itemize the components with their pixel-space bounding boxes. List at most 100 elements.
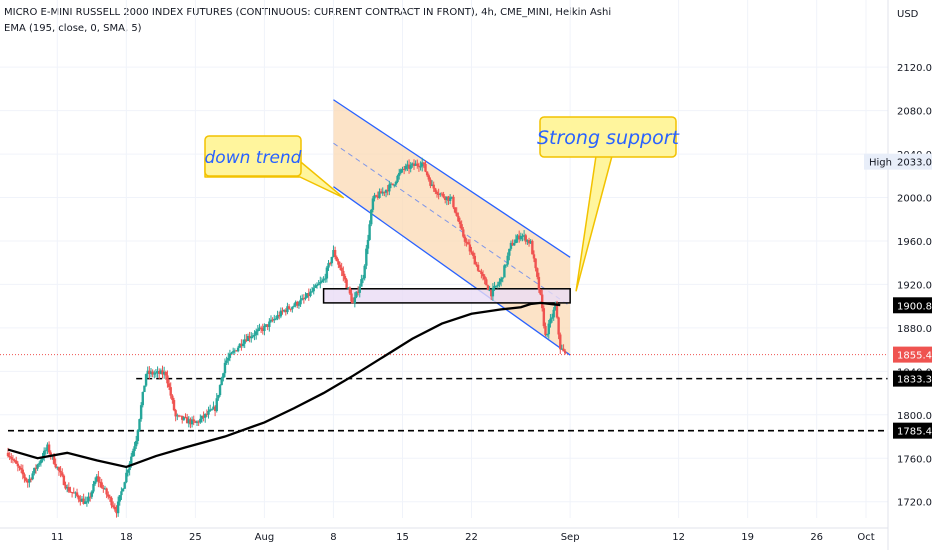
candle-body <box>111 505 115 507</box>
candle-body <box>516 235 519 240</box>
callout-support-text: Strong support <box>537 127 681 149</box>
x-tick-label: Oct <box>857 532 874 543</box>
candle-body <box>545 334 549 336</box>
currency-label: USD <box>897 9 919 20</box>
candle-body <box>483 276 486 280</box>
candle-body <box>480 271 483 274</box>
candle-body <box>542 308 546 327</box>
y-tick-label: 1720.0 <box>897 498 932 509</box>
candle-body <box>62 475 66 485</box>
candle-body <box>389 183 393 185</box>
candle-body <box>18 466 21 468</box>
candle-body <box>136 430 140 441</box>
candle-body <box>330 256 334 264</box>
candle-body <box>213 406 217 412</box>
candle-body <box>351 301 355 304</box>
candle-body <box>268 321 271 327</box>
candles <box>6 157 567 518</box>
candle-body <box>435 191 439 194</box>
candle-body <box>526 240 529 242</box>
candle-body <box>411 163 414 166</box>
candle-body <box>171 395 174 401</box>
candle-body <box>524 235 527 242</box>
candle-body <box>116 501 120 514</box>
candle-body <box>154 372 158 374</box>
price-tag-label: 2033.0 <box>897 158 932 169</box>
candle-body <box>44 450 48 452</box>
ema-line <box>7 301 561 469</box>
candle-body <box>177 415 181 417</box>
candle-body <box>284 310 287 313</box>
candle-body <box>407 164 411 169</box>
candle-body <box>205 413 209 415</box>
candle-body <box>527 240 531 244</box>
candle-body <box>335 257 338 261</box>
candle-body <box>72 492 75 494</box>
candle-body <box>28 478 31 483</box>
candle-body <box>555 304 559 318</box>
candle-body <box>287 306 291 309</box>
candle-body <box>440 193 444 195</box>
candle-body <box>276 314 279 319</box>
candle-body <box>304 297 307 299</box>
candle-body <box>544 326 547 335</box>
candle-body <box>6 452 10 457</box>
candle-body <box>158 371 161 374</box>
candle-body <box>212 406 215 410</box>
candle-body <box>207 410 210 415</box>
candle-body <box>425 171 429 176</box>
candle-body <box>243 339 246 344</box>
candle-body <box>452 196 455 208</box>
candle-body <box>332 250 335 257</box>
candle-body <box>504 264 508 266</box>
price-tag-box <box>893 346 932 363</box>
x-tick-label: Aug <box>255 532 275 543</box>
candle-body <box>337 260 340 265</box>
candle-body <box>271 319 274 321</box>
candle-body <box>404 165 407 170</box>
candle-body <box>536 268 539 277</box>
candle-body <box>133 446 136 451</box>
candle-body <box>42 450 46 458</box>
candle-body <box>65 487 69 489</box>
candle-body <box>292 305 296 307</box>
candle-body <box>453 207 457 213</box>
candle-body <box>338 264 342 268</box>
candle-body <box>194 421 197 423</box>
candle-body <box>498 281 501 285</box>
candle-body <box>107 494 110 497</box>
price-tags: 2033.0 High 1900.8 1855.4 1833.3 1785.4 <box>864 153 932 439</box>
candle-body <box>223 362 227 374</box>
candle-body <box>54 463 57 468</box>
candle-body <box>501 277 504 279</box>
candle-body <box>166 375 169 384</box>
candle-body <box>220 377 223 386</box>
candle-body <box>38 463 41 465</box>
candle-body <box>184 417 187 419</box>
y-tick-label: 1800.0 <box>897 411 932 422</box>
candle-body <box>75 492 79 496</box>
candle-body <box>488 289 491 291</box>
candle-body <box>153 373 156 375</box>
indicator-legend[interactable]: EMA (195, close, 0, SMA, 5) <box>4 23 142 34</box>
candle-body <box>412 163 416 166</box>
candle-body <box>266 324 269 327</box>
candle-body <box>225 360 228 363</box>
candle-body <box>103 488 107 490</box>
candle-body <box>108 496 112 498</box>
candle-body <box>386 189 389 192</box>
candle-body <box>471 252 475 256</box>
candle-body <box>70 492 74 494</box>
candle-body <box>179 415 182 417</box>
candle-body <box>549 318 552 324</box>
candle-body <box>123 482 126 489</box>
candle-body <box>564 351 567 354</box>
candle-body <box>49 452 52 456</box>
candle-body <box>360 279 363 287</box>
candle-body <box>67 487 71 492</box>
candle-body <box>503 265 506 278</box>
x-tick-label: 18 <box>120 532 133 543</box>
price-tag-box <box>893 153 932 170</box>
candle-body <box>315 285 319 287</box>
